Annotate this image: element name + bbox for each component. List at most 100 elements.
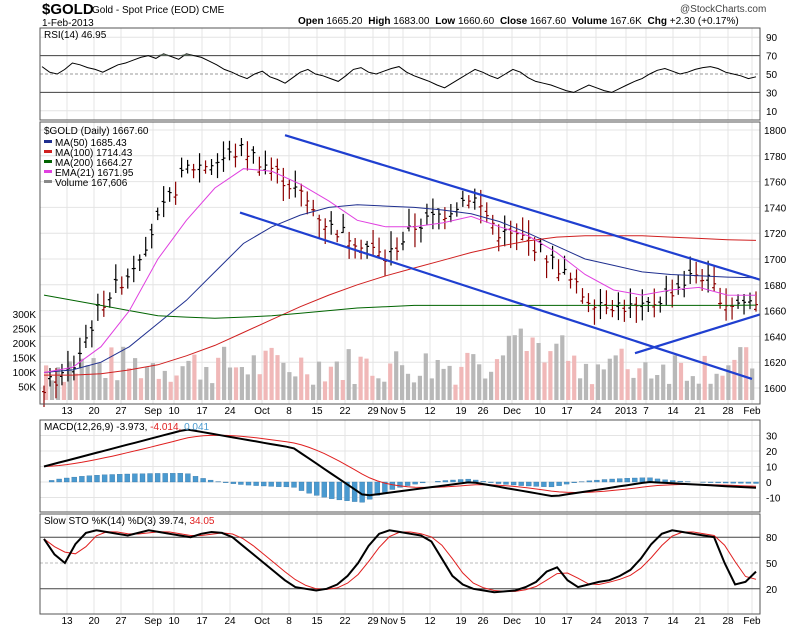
macd-histogram-bar <box>723 481 729 484</box>
volume-bar <box>293 376 298 400</box>
volume-bar <box>453 384 458 400</box>
volume-bar <box>750 368 755 400</box>
volume-bar <box>589 384 595 400</box>
macd-histogram-bar <box>488 481 494 483</box>
volume-bar <box>684 380 689 400</box>
volume-bar <box>494 359 500 400</box>
volume-bar <box>643 362 648 400</box>
lower-trendline <box>239 211 753 381</box>
x-tick-label-bottom: Sep <box>144 616 162 627</box>
volume-bar <box>168 381 173 400</box>
macd-histogram-bar <box>715 481 721 484</box>
volume-tick-label: 50K <box>18 383 36 394</box>
macd-histogram-bar <box>738 481 744 484</box>
x-tick-label-price: 7 <box>643 406 649 417</box>
macd-histogram-bar <box>306 481 312 494</box>
volume-bar <box>61 381 66 400</box>
macd-histogram-bar <box>541 481 547 487</box>
volume-bar <box>447 365 452 400</box>
macd-histogram-bar <box>170 473 176 483</box>
macd-histogram-bar <box>48 480 55 483</box>
macd-histogram-bar <box>382 481 388 493</box>
macd-histogram-bar <box>79 476 85 483</box>
ticker-symbol: $GOLD <box>42 1 94 18</box>
macd-histogram-bar <box>518 481 524 486</box>
x-tick-label-bottom: 14 <box>667 616 679 627</box>
price-tick-label: 1800 <box>764 126 787 137</box>
volume-value: 167.6K <box>610 16 642 27</box>
x-tick-label-price: 12 <box>424 406 436 417</box>
volume-bar <box>506 335 511 400</box>
macd-histogram-bar <box>238 481 244 485</box>
x-tick-label-bottom: Feb <box>743 616 761 627</box>
macd-histogram-bar <box>185 473 191 483</box>
volume-bar <box>578 378 583 400</box>
volume-bar <box>607 358 612 400</box>
macd-histogram-bar <box>253 481 259 486</box>
volume-bar <box>216 357 221 400</box>
support-trendline <box>634 313 761 355</box>
volume-bar <box>144 367 150 400</box>
volume-bar <box>441 368 446 400</box>
stochastic-d-value: 34.05 <box>189 516 214 527</box>
macd-histogram-bar <box>192 476 199 483</box>
volume-bar <box>554 343 559 400</box>
x-tick-label-bottom: 21 <box>694 616 706 627</box>
volume-bar <box>477 364 482 400</box>
x-tick-label-price: 22 <box>339 406 351 417</box>
volume-bar <box>530 337 535 400</box>
volume-bar <box>702 355 707 400</box>
volume-bar <box>121 346 126 400</box>
volume-bar <box>631 377 636 400</box>
volume-bar <box>334 361 339 400</box>
volume-label: Volume <box>571 16 608 27</box>
volume-bar <box>595 364 600 400</box>
high-value: 1683.00 <box>393 16 430 27</box>
x-tick-label-bottom: 17 <box>196 616 208 627</box>
volume-bar <box>245 374 250 400</box>
volume-bar <box>150 363 155 400</box>
volume-bar <box>79 358 84 400</box>
macd-signal-value: -4.014, <box>150 422 181 433</box>
x-tick-label-price: 14 <box>667 406 679 417</box>
macd-histogram-bar <box>389 481 396 490</box>
volume-bar <box>222 346 227 400</box>
legend-entry: EMA(21) 1671.95 <box>55 168 134 179</box>
macd-histogram-bar <box>177 473 183 483</box>
x-tick-label-bottom: Nov <box>380 616 398 627</box>
volume-bar <box>738 347 743 400</box>
volume-bar <box>364 358 369 400</box>
volume-bar <box>103 378 108 400</box>
stochastic-tick-label: 20 <box>766 585 778 596</box>
x-tick-label-price: 17 <box>196 406 208 417</box>
ma200-line <box>43 294 757 319</box>
legend-entry: MA(50) 1685.43 <box>55 138 127 149</box>
macd-histogram-bar <box>526 481 532 487</box>
volume-bar <box>400 365 405 400</box>
volume-bar <box>239 367 244 400</box>
volume-bar <box>471 354 476 400</box>
volume-bar <box>583 363 589 400</box>
volume-bar <box>133 358 138 400</box>
volume-bar <box>649 378 654 400</box>
macd-histogram-bar <box>162 473 168 483</box>
ma50-line <box>43 204 757 373</box>
volume-bar <box>483 378 488 400</box>
volume-bar <box>625 369 630 400</box>
volume-bar <box>417 375 422 400</box>
volume-bar <box>91 358 96 400</box>
macd-signal-line <box>43 434 757 494</box>
macd-histogram-bar <box>435 481 441 483</box>
macd-histogram-bar <box>94 475 100 483</box>
volume-bar <box>174 375 179 400</box>
x-tick-label-price: Feb <box>743 406 761 417</box>
volume-bar <box>115 380 120 400</box>
volume-bar <box>299 357 304 400</box>
volume-bar <box>542 362 547 400</box>
macd-histogram-bar <box>730 481 736 484</box>
x-tick-label-price: 17 <box>561 406 573 417</box>
volume-tick-label: 300K <box>13 310 37 321</box>
x-tick-label-bottom: 10 <box>168 616 180 627</box>
volume-bar <box>305 374 310 400</box>
volume-bar <box>423 353 428 400</box>
